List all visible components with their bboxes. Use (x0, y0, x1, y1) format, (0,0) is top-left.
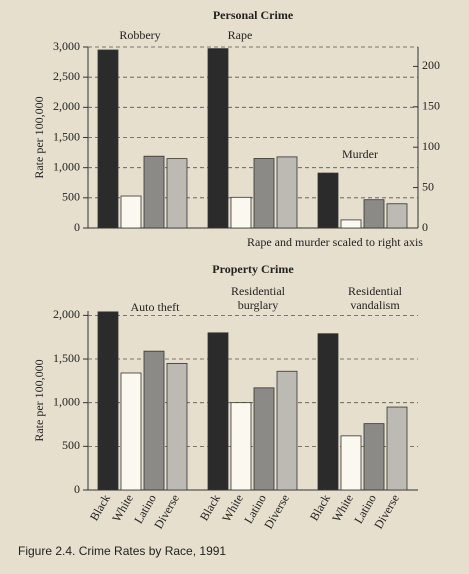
group-label: Robbery (119, 28, 160, 42)
caption: Figure 2.4. Crime Rates by Race, 1991 (18, 544, 226, 558)
group-label: Murder (342, 147, 378, 161)
group-label: vandalism (350, 298, 400, 312)
y2-tick-label: 150 (422, 99, 440, 113)
bar (207, 48, 229, 229)
bar (143, 155, 165, 229)
bar (207, 332, 229, 491)
y2-tick-label: 200 (422, 58, 440, 72)
bar (317, 172, 339, 229)
bar (253, 158, 275, 229)
y-tick-label: 3,000 (53, 39, 80, 53)
group-label: burglary (238, 298, 278, 312)
bar (230, 196, 252, 229)
bar (276, 370, 298, 491)
bar (363, 199, 385, 229)
y-tick-label: 0 (74, 482, 80, 496)
y-tick-label: 1,000 (53, 394, 80, 408)
y-tick-label: 500 (62, 190, 80, 204)
bar (230, 402, 252, 491)
y-tick-label: 1,000 (53, 159, 80, 173)
bar (340, 435, 362, 491)
y-tick-label: 2,000 (53, 99, 80, 113)
bar (317, 333, 339, 491)
bar (340, 219, 362, 229)
bar (276, 156, 298, 229)
group-label: Residential (231, 284, 286, 298)
y-tick-label: 1,500 (53, 129, 80, 143)
group-label: Rape (228, 28, 253, 42)
group-label: Residential (348, 284, 403, 298)
y2-tick-label: 100 (422, 139, 440, 153)
bar (386, 203, 408, 229)
chart-title: Personal Crime (213, 8, 294, 22)
bar (120, 195, 142, 229)
bar (166, 362, 188, 491)
bar (363, 423, 385, 491)
y2-tick-label: 0 (422, 220, 428, 234)
y2-tick-label: 50 (422, 179, 434, 193)
annotation: Rape and murder scaled to right axis (247, 235, 423, 249)
y-axis-label: Rate per 100,000 (32, 96, 46, 178)
bar (166, 158, 188, 229)
bar (143, 350, 165, 491)
y-axis-label: Rate per 100,000 (32, 359, 46, 441)
bar (97, 49, 119, 229)
y-tick-label: 2,500 (53, 69, 80, 83)
bar (97, 311, 119, 491)
y-tick-label: 500 (62, 438, 80, 452)
group-label: Auto theft (131, 300, 181, 314)
bar (120, 372, 142, 491)
bar (386, 406, 408, 491)
y-tick-label: 2,000 (53, 307, 80, 321)
bar (253, 387, 275, 491)
y-tick-label: 1,500 (53, 351, 80, 365)
y-tick-label: 0 (74, 220, 80, 234)
chart-title: Property Crime (212, 262, 294, 276)
